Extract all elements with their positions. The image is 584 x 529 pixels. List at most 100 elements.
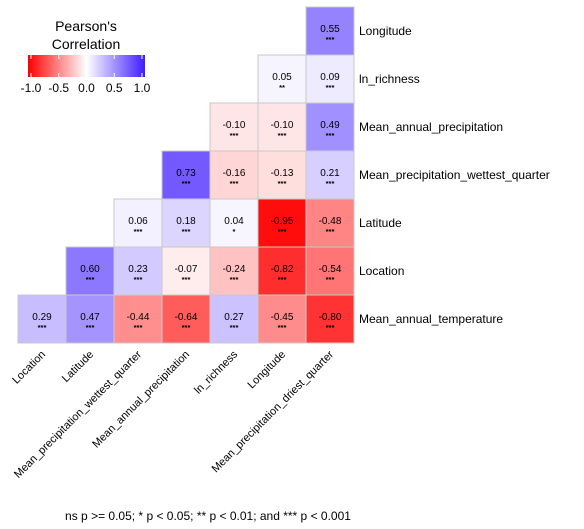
legend-tick-label: -1.0 [21, 81, 42, 95]
cell-value-label: -0.10 [271, 120, 294, 131]
cell-significance-label: *** [278, 179, 287, 188]
heatmap-cell: -0.82*** [257, 246, 307, 296]
legend-colorbar [28, 55, 145, 77]
y-tick-label: ln_richness [359, 72, 420, 86]
y-tick-label: Location [359, 264, 404, 278]
heatmap-cell-rect [17, 294, 67, 344]
heatmap-cell-rect [305, 6, 355, 56]
cell-value-label: -0.64 [175, 312, 198, 323]
cell-value-label: -0.54 [319, 264, 342, 275]
heatmap-cell: 0.73*** [161, 150, 211, 200]
cell-significance-label: *** [278, 275, 287, 284]
cell-significance-label: *** [134, 323, 143, 332]
heatmap-cell: 0.18*** [161, 198, 211, 248]
cell-value-label: 0.18 [176, 216, 196, 227]
cell-significance-label: *** [326, 227, 335, 236]
heatmap-cell: -0.44*** [113, 294, 163, 344]
heatmap-cell-rect [113, 198, 163, 248]
cell-significance-label: *** [326, 179, 335, 188]
cell-value-label: 0.27 [224, 312, 244, 323]
y-axis-labels: Longitude ln_richness Mean_annual_precipit… [359, 24, 550, 326]
heatmap-cell-rect [113, 294, 163, 344]
cell-value-label: -0.45 [271, 312, 294, 323]
heatmap-cell: 0.55*** [305, 6, 355, 56]
cell-significance-label: *** [182, 227, 191, 236]
heatmap-cell: -0.45*** [257, 294, 307, 344]
cell-value-label: -0.44 [127, 312, 150, 323]
heatmap-cell: 0.23*** [113, 246, 163, 296]
y-tick-label: Mean_annual_precipitation [359, 120, 503, 134]
heatmap-cell-rect [305, 294, 355, 344]
x-tick-label: Longitude [245, 349, 288, 392]
cell-value-label: 0.73 [176, 168, 196, 179]
heatmap-cell-rect [161, 246, 211, 296]
heatmap-cell-rect [305, 246, 355, 296]
cell-value-label: 0.06 [128, 216, 148, 227]
legend: Pearson's Correlation -1.0 -0.5 0.0 0.5 1.0 [21, 18, 151, 95]
cell-significance-label: *** [182, 275, 191, 284]
heatmap-cell: 0.47*** [65, 294, 115, 344]
x-tick-label: ln_richness [192, 348, 240, 396]
cells-layer: 0.55***0.05**0.09***-0.10***-0.10***0.49… [17, 6, 355, 344]
heatmap-cell: -0.64*** [161, 294, 211, 344]
x-tick-label: Latitude [60, 349, 96, 385]
cell-significance-label: *** [134, 275, 143, 284]
heatmap-cell-rect [161, 294, 211, 344]
significance-caption: ns p >= 0.05; * p < 0.05; ** p < 0.01; a… [65, 509, 351, 523]
cell-significance-label: *** [326, 35, 335, 44]
cell-value-label: 0.04 [224, 216, 244, 227]
heatmap-cell-rect [65, 294, 115, 344]
cell-significance-label: *** [182, 323, 191, 332]
cell-significance-label: *** [230, 131, 239, 140]
cell-significance-label: *** [182, 179, 191, 188]
heatmap-cell-rect [65, 246, 115, 296]
cell-significance-label: *** [326, 323, 335, 332]
heatmap-cell: 0.06*** [113, 198, 163, 248]
heatmap-cell: 0.29*** [17, 294, 67, 344]
cell-value-label: 0.23 [128, 264, 148, 275]
heatmap-cell-rect [209, 150, 259, 200]
legend-tick-label: -0.5 [48, 81, 69, 95]
heatmap-cell-rect [257, 198, 307, 248]
y-tick-label: Longitude [359, 24, 412, 38]
heatmap-cell: -0.54*** [305, 246, 355, 296]
heatmap-cell: -0.13*** [257, 150, 307, 200]
heatmap-cell: -0.07*** [161, 246, 211, 296]
cell-significance-label: *** [326, 131, 335, 140]
cell-significance-label: *** [230, 323, 239, 332]
heatmap-cell: -0.95*** [257, 198, 307, 248]
cell-value-label: -0.95 [271, 216, 294, 227]
heatmap-cell: 0.04* [209, 198, 259, 248]
heatmap-cell-rect [209, 198, 259, 248]
cell-value-label: 0.21 [320, 168, 340, 179]
cell-significance-label: * [233, 227, 236, 236]
y-tick-label: Mean_annual_temperature [359, 312, 503, 326]
heatmap-cell-rect [257, 102, 307, 152]
cell-value-label: 0.49 [320, 120, 340, 131]
cell-value-label: 0.09 [320, 72, 340, 83]
cell-value-label: 0.47 [80, 312, 100, 323]
cell-significance-label: *** [230, 275, 239, 284]
y-tick-label: Latitude [359, 216, 402, 230]
cell-value-label: -0.07 [175, 264, 198, 275]
cell-significance-label: *** [230, 179, 239, 188]
heatmap-cell-rect [209, 294, 259, 344]
heatmap-cell: 0.49*** [305, 102, 355, 152]
heatmap-cell: -0.10*** [257, 102, 307, 152]
legend-title-line1: Pearson's [55, 18, 117, 34]
heatmap-cell: -0.10*** [209, 102, 259, 152]
legend-tick-label: 0.5 [106, 81, 123, 95]
heatmap-cell-rect [305, 54, 355, 104]
heatmap-cell: 0.09*** [305, 54, 355, 104]
x-axis-labels: Location LatitudeMean_precipitation_wette… [10, 348, 336, 481]
heatmap-cell: -0.80*** [305, 294, 355, 344]
legend-tick-label: 0.0 [78, 81, 95, 95]
cell-value-label: -0.16 [223, 168, 246, 179]
cell-significance-label: *** [326, 83, 335, 92]
cell-significance-label: *** [326, 275, 335, 284]
cell-significance-label: *** [278, 323, 287, 332]
heatmap-cell: 0.21*** [305, 150, 355, 200]
cell-significance-label: *** [86, 323, 95, 332]
heatmap-cell-rect [209, 246, 259, 296]
